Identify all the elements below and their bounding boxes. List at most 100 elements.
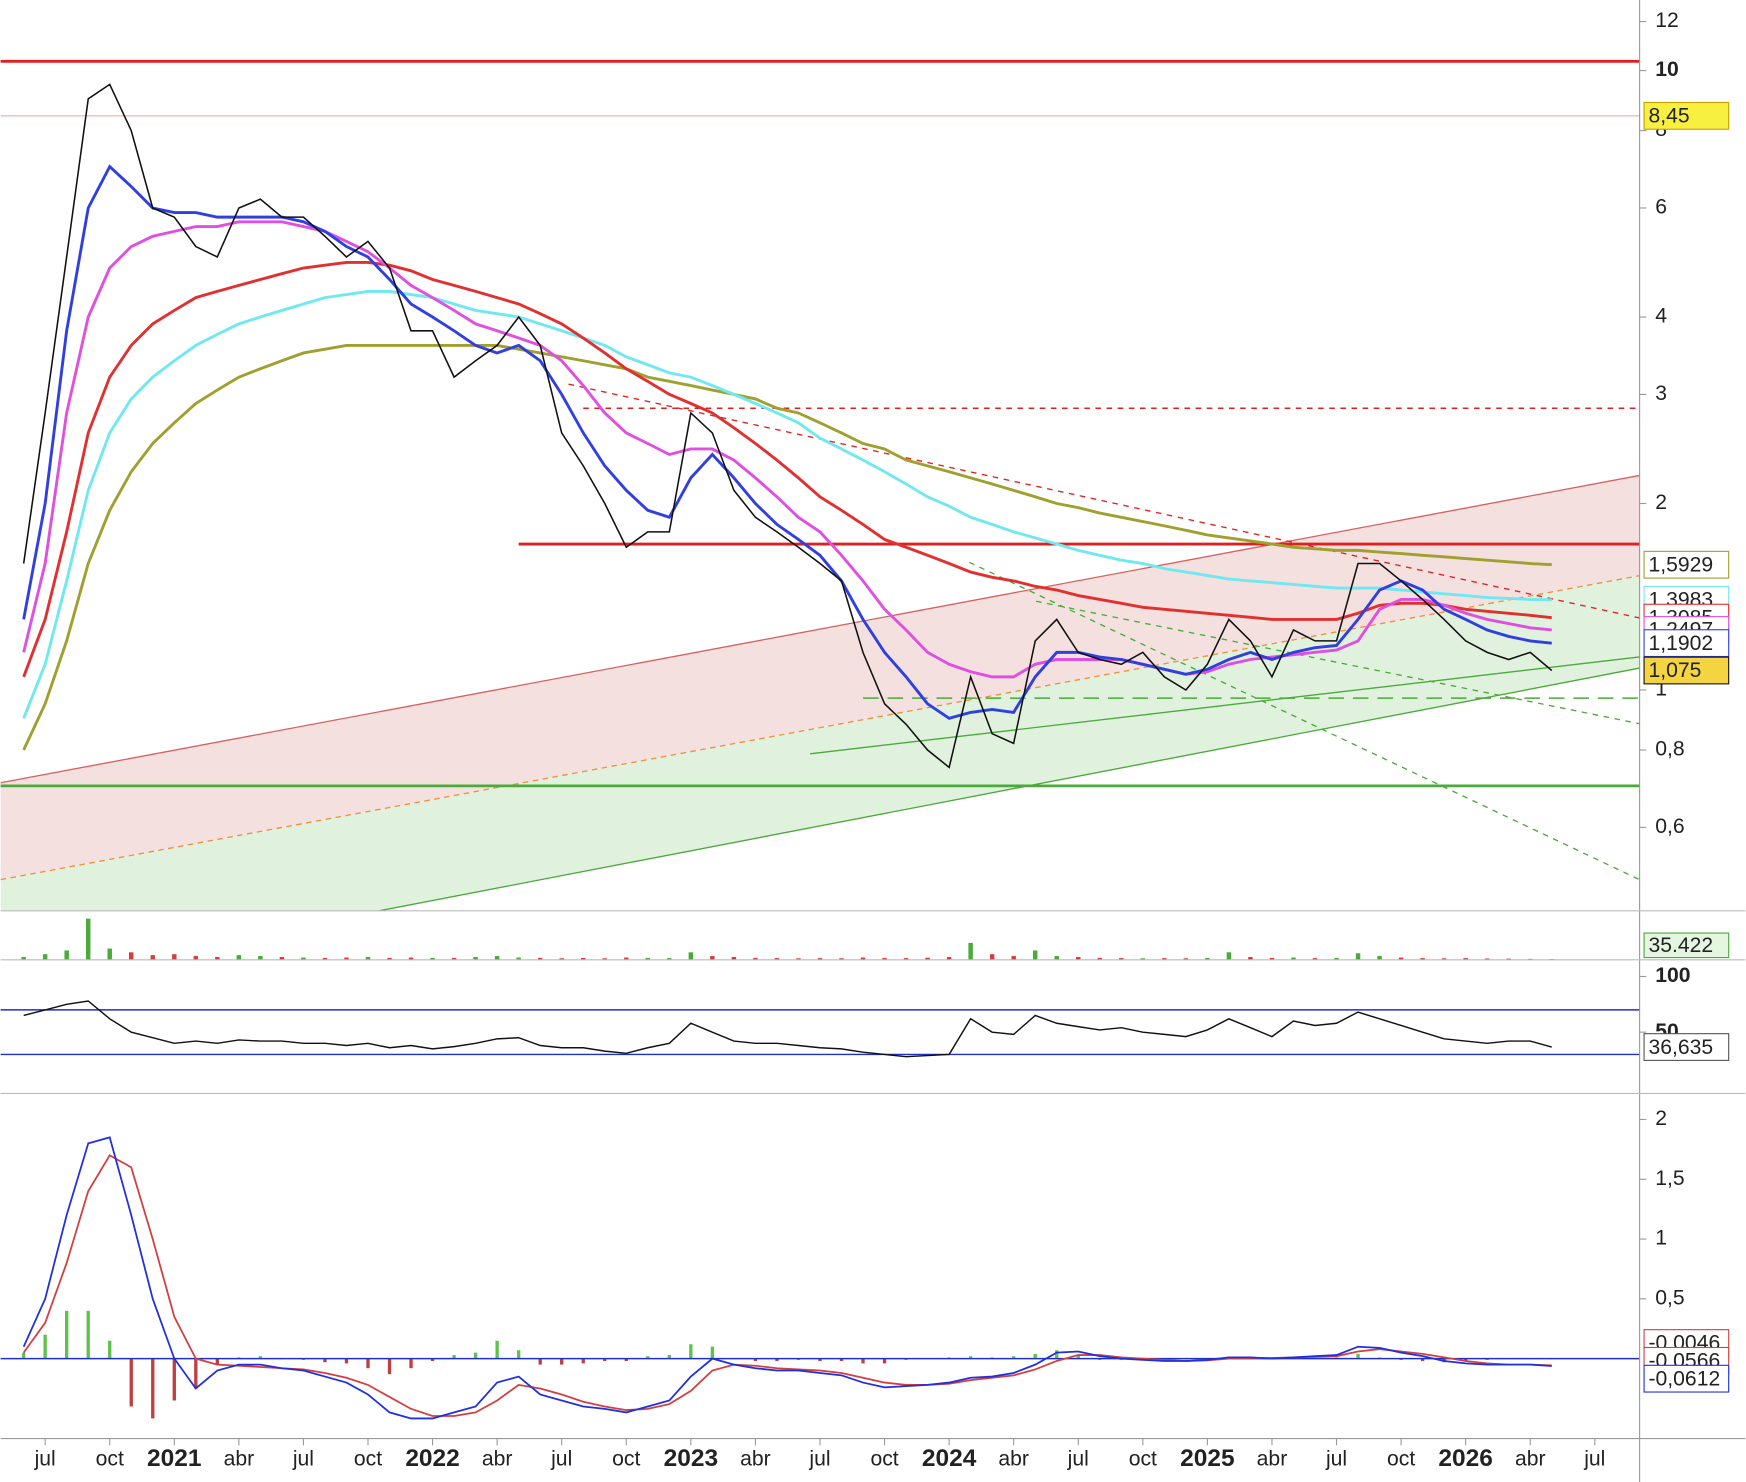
macd-histogram-bar	[882, 1358, 887, 1364]
volume-bar	[839, 958, 844, 960]
trend-channels	[0, 383, 1640, 911]
macd-histogram-bar	[538, 1358, 542, 1365]
macd-histogram-bar	[215, 1358, 220, 1365]
volume-bar	[882, 957, 887, 960]
macd-histogram-bar	[21, 1352, 26, 1359]
volume-bar	[1248, 956, 1253, 960]
volume-bar	[42, 954, 48, 960]
x-tick-label: jul	[550, 1447, 572, 1470]
x-tick-label: jul	[1583, 1447, 1605, 1470]
x-tick-label: jul	[292, 1447, 314, 1470]
volume-bar	[1226, 952, 1232, 960]
volume-bar	[258, 956, 263, 960]
macd-histogram-bar	[710, 1346, 715, 1359]
volume-bar	[989, 954, 995, 960]
volume-bar	[1119, 958, 1124, 960]
x-tick-label: oct	[1387, 1447, 1415, 1470]
volume-bar	[1334, 957, 1339, 960]
macd-histogram-bar	[818, 1358, 822, 1362]
price-line	[22, 83, 1553, 769]
volume-bar	[1162, 958, 1167, 960]
moving-average	[22, 164, 1552, 720]
x-tick-label: abr	[482, 1447, 513, 1470]
x-tick-label: jul	[1067, 1447, 1089, 1470]
volume-bar	[1269, 957, 1275, 960]
volume-bar	[1312, 958, 1318, 960]
volume-bar	[667, 958, 672, 960]
rsi-line	[23, 1000, 1552, 1058]
macd-histogram-bar	[667, 1355, 671, 1359]
volume-bar	[193, 956, 199, 960]
y-tick-label: 0,8	[1655, 738, 1684, 761]
volume-bar	[85, 918, 91, 960]
macd-histogram-bar	[646, 1356, 650, 1359]
volume-bar	[322, 957, 328, 960]
volume-bar	[1205, 957, 1210, 960]
macd-histogram-bar	[1356, 1353, 1360, 1359]
x-tick-label: abr	[1515, 1447, 1546, 1470]
volume-bar	[580, 957, 586, 960]
value-label: 8,45	[1649, 105, 1690, 128]
value-label: 1,5929	[1649, 553, 1714, 576]
x-tick-label: 2024	[922, 1445, 977, 1472]
volume-bar	[1011, 956, 1016, 960]
volume-bar	[731, 956, 737, 960]
value-label-box	[1643, 550, 1730, 579]
macd-histogram-bar	[172, 1358, 176, 1401]
volume-bar	[279, 956, 285, 960]
volume-bar	[387, 957, 392, 960]
volume-bar	[1506, 958, 1511, 960]
x-tick-label: abr	[224, 1447, 255, 1470]
volume-bar	[473, 956, 478, 960]
value-label: 36,635	[1649, 1036, 1714, 1059]
volume-bar	[408, 957, 414, 960]
macd-histogram-bar	[689, 1344, 693, 1359]
value-label: 35.422	[1649, 934, 1714, 957]
x-tick-label: jul	[808, 1447, 830, 1470]
volume-bar	[1463, 958, 1468, 960]
macd-histogram-bar	[409, 1358, 413, 1369]
trend-line	[1035, 600, 1640, 725]
y-tick-label: 0,6	[1655, 815, 1684, 838]
y-tick-label: 1	[1655, 1227, 1667, 1250]
x-tick-label: 2026	[1438, 1445, 1492, 1472]
macd-histogram-bar	[366, 1358, 370, 1369]
volume-bar	[817, 958, 823, 960]
volume-bar	[1291, 957, 1296, 960]
volume-bar	[946, 956, 952, 960]
volume-bar	[796, 958, 801, 960]
value-label: -0,0612	[1649, 1367, 1721, 1390]
y-tick-label: 0,5	[1655, 1286, 1684, 1309]
x-tick-label: oct	[96, 1447, 124, 1470]
macd-histogram-bar	[968, 1356, 973, 1359]
macd-line	[22, 1136, 1552, 1420]
volume-bar	[64, 950, 69, 960]
red-channel	[0, 475, 1640, 880]
x-tick-label: 2025	[1180, 1445, 1234, 1472]
x-tick-label: abr	[998, 1447, 1029, 1470]
volume-bar	[1097, 957, 1103, 960]
x-tick-label: abr	[740, 1447, 771, 1470]
value-label-box	[1643, 656, 1730, 685]
y-tick-label: 10	[1655, 58, 1679, 81]
value-label-box	[1643, 1033, 1730, 1061]
x-tick-label: oct	[354, 1447, 382, 1470]
volume-bar	[494, 956, 500, 960]
volume-bar	[1355, 953, 1361, 960]
moving-average	[22, 260, 1552, 678]
y-tick-label: 1,5	[1655, 1167, 1684, 1190]
x-tick-label: 2023	[664, 1445, 718, 1472]
volume-bar	[365, 956, 371, 960]
volume-bar	[430, 957, 435, 960]
macd-histogram-bar	[603, 1358, 607, 1362]
volume-bar	[903, 958, 909, 960]
value-label-box	[1643, 932, 1730, 959]
layers: 12108643210,80,68,451,59291,39831,30851,…	[0, 9, 1730, 1472]
macd-histogram-bar	[516, 1350, 521, 1359]
y-tick-label: 2	[1655, 1107, 1667, 1130]
y-tick-label: 6	[1655, 196, 1667, 219]
x-tick-label: oct	[612, 1447, 640, 1470]
volume-bar	[215, 956, 220, 960]
moving-average	[22, 289, 1552, 719]
